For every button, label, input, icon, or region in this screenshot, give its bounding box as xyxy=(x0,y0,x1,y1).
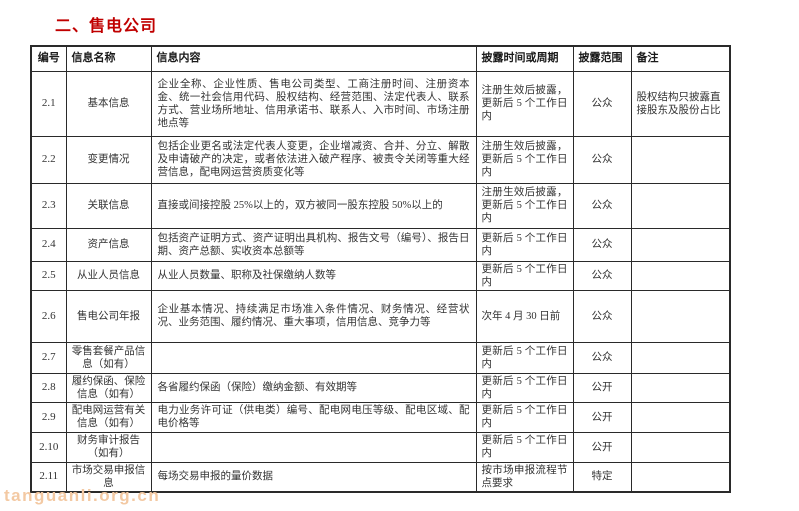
info-content-cell: 包括企业更名或法定代表人变更，企业增减资、合并、分立、解散及申请破产的决定，或者… xyxy=(150,135,477,184)
disclosure-time-cell: 更新后 5 个工作日内 xyxy=(475,227,574,262)
table-row: 2.8 履约保函、保险信息（如有） 各省履约保函（保险）缴纳金额、有效期等 更新后 5… xyxy=(30,372,731,403)
info-content-cell xyxy=(150,341,477,374)
row-id: 2.10 xyxy=(30,431,67,463)
disclosure-time-cell: 次年 4 月 30 日前 xyxy=(475,289,574,343)
table-row: 2.2 变更情况 包括企业更名或法定代表人变更，企业增减资、合并、分立、解散及申请破… xyxy=(30,135,731,184)
info-name-cell: 售电公司年报 xyxy=(65,289,152,343)
info-content-cell: 每场交易申报的量价数据 xyxy=(150,461,477,493)
disclosure-scope-cell: 公开 xyxy=(572,372,632,403)
table-body: 2.1 基本信息 企业全称、企业性质、售电公司类型、工商注册时间、注册资本金、统一社… xyxy=(30,70,731,493)
info-name-cell: 从业人员信息 xyxy=(65,260,152,291)
remark-cell xyxy=(630,401,731,433)
info-content-cell: 企业基本情况、持续满足市场准入条件情况、财务情况、经营状况、业务范围、履约情况、… xyxy=(150,289,477,343)
row-id: 2.4 xyxy=(30,227,67,262)
disclosure-scope-cell: 特定 xyxy=(572,461,632,493)
remark-cell: 股权结构只披露直接股东及股份占比 xyxy=(630,70,731,137)
remark-cell xyxy=(630,227,731,262)
table-row: 2.11 市场交易申报信息 每场交易申报的量价数据 按市场申报流程节点要求 特定 xyxy=(30,461,731,493)
info-content-cell: 企业全称、企业性质、售电公司类型、工商注册时间、注册资本金、统一社会信用代码、股… xyxy=(150,70,477,137)
row-id: 2.11 xyxy=(30,461,67,493)
info-content-cell: 各省履约保函（保险）缴纳金额、有效期等 xyxy=(150,372,477,403)
disclosure-scope-cell: 公开 xyxy=(572,401,632,433)
remark-cell xyxy=(630,289,731,343)
disclosure-time-cell: 更新后 5 个工作日内 xyxy=(475,431,574,463)
info-name-cell: 市场交易申报信息 xyxy=(65,461,152,493)
remark-cell xyxy=(630,372,731,403)
table-row: 2.3 关联信息 直接或间接控股 25%以上的，双方被同一股东控股 50%以上的 注册… xyxy=(30,182,731,229)
disclosure-scope-cell: 公众 xyxy=(572,135,632,184)
info-content-cell: 直接或间接控股 25%以上的，双方被同一股东控股 50%以上的 xyxy=(150,182,477,229)
disclosure-scope-cell: 公开 xyxy=(572,431,632,463)
table-row: 2.9 配电网运营有关信息（如有） 电力业务许可证（供电类）编号、配电网电压等级、配… xyxy=(30,401,731,433)
remark-cell xyxy=(630,431,731,463)
info-name-cell: 财务审计报告（如有） xyxy=(65,431,152,463)
info-name-cell: 资产信息 xyxy=(65,227,152,262)
disclosure-time-cell: 按市场申报流程节点要求 xyxy=(475,461,574,493)
disclosure-table: 编号 信息名称 信息内容 披露时间或周期 披露范围 备注 2.1 基本信息 企业全称、企业性质… xyxy=(30,45,731,493)
remark-cell xyxy=(630,182,731,229)
disclosure-time-cell: 更新后 5 个工作日内 xyxy=(475,260,574,291)
remark-cell xyxy=(630,135,731,184)
info-content-cell: 电力业务许可证（供电类）编号、配电网电压等级、配电区域、配电价格等 xyxy=(150,401,477,433)
disclosure-scope-cell: 公众 xyxy=(572,182,632,229)
disclosure-scope-cell: 公众 xyxy=(572,260,632,291)
table-row: 2.6 售电公司年报 企业基本情况、持续满足市场准入条件情况、财务情况、经营状况、业… xyxy=(30,289,731,343)
info-name-cell: 履约保函、保险信息（如有） xyxy=(65,372,152,403)
column-header-disclosure-scope: 披露范围 xyxy=(572,45,632,72)
info-content-cell: 包括资产证明方式、资产证明出具机构、报告文号（编号）、报告日期、资产总额、实收资… xyxy=(150,227,477,262)
row-id: 2.7 xyxy=(30,341,67,374)
info-name-cell: 基本信息 xyxy=(65,70,152,137)
disclosure-scope-cell: 公众 xyxy=(572,289,632,343)
disclosure-scope-cell: 公众 xyxy=(572,341,632,374)
info-name-cell: 关联信息 xyxy=(65,182,152,229)
disclosure-time-cell: 更新后 5 个工作日内 xyxy=(475,341,574,374)
info-name-cell: 零售套餐产品信息（如有） xyxy=(65,341,152,374)
watermark: tanguanli.org.cn xyxy=(4,486,161,505)
remark-cell xyxy=(630,260,731,291)
table-row: 2.4 资产信息 包括资产证明方式、资产证明出具机构、报告文号（编号）、报告日期、资… xyxy=(30,227,731,262)
row-id: 2.6 xyxy=(30,289,67,343)
info-name-cell: 变更情况 xyxy=(65,135,152,184)
row-id: 2.8 xyxy=(30,372,67,403)
table-header-row: 编号 信息名称 信息内容 披露时间或周期 披露范围 备注 xyxy=(30,45,731,72)
disclosure-time-cell: 更新后 5 个工作日内 xyxy=(475,401,574,433)
info-content-cell xyxy=(150,431,477,463)
disclosure-time-cell: 注册生效后披露，更新后 5 个工作日内 xyxy=(475,135,574,184)
column-header-remark: 备注 xyxy=(630,45,731,72)
row-id: 2.1 xyxy=(30,70,67,137)
info-name-cell: 配电网运营有关信息（如有） xyxy=(65,401,152,433)
column-header-disclosure-time: 披露时间或周期 xyxy=(475,45,574,72)
disclosure-scope-cell: 公众 xyxy=(572,70,632,137)
remark-cell xyxy=(630,341,731,374)
table-row: 2.1 基本信息 企业全称、企业性质、售电公司类型、工商注册时间、注册资本金、统一社… xyxy=(30,70,731,137)
disclosure-time-cell: 更新后 5 个工作日内 xyxy=(475,372,574,403)
row-id: 2.3 xyxy=(30,182,67,229)
row-id: 2.2 xyxy=(30,135,67,184)
info-content-cell: 从业人员数量、职称及社保缴纳人数等 xyxy=(150,260,477,291)
column-header-id: 编号 xyxy=(30,45,67,72)
row-id: 2.5 xyxy=(30,260,67,291)
table-row: 2.7 零售套餐产品信息（如有） 更新后 5 个工作日内 公众 xyxy=(30,341,731,374)
table-row: 2.10 财务审计报告（如有） 更新后 5 个工作日内 公开 xyxy=(30,431,731,463)
row-id: 2.9 xyxy=(30,401,67,433)
column-header-info-content: 信息内容 xyxy=(150,45,477,72)
disclosure-time-cell: 注册生效后披露，更新后 5 个工作日内 xyxy=(475,182,574,229)
remark-cell xyxy=(630,461,731,493)
column-header-info-name: 信息名称 xyxy=(65,45,152,72)
table-row: 2.5 从业人员信息 从业人员数量、职称及社保缴纳人数等 更新后 5 个工作日内 公众 xyxy=(30,260,731,291)
page-title: 二、售电公司 xyxy=(55,18,158,35)
disclosure-scope-cell: 公众 xyxy=(572,227,632,262)
disclosure-time-cell: 注册生效后披露，更新后 5 个工作日内 xyxy=(475,70,574,137)
